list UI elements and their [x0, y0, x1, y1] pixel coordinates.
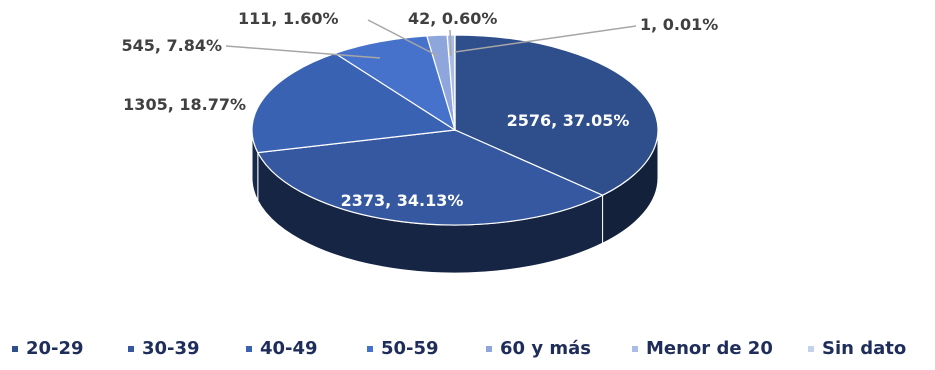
- data-label-1: 2373, 34.13%: [341, 191, 464, 210]
- legend-item-60-y-mas: 60 y más: [486, 338, 591, 359]
- data-label-2: 1305, 18.77%: [123, 95, 246, 114]
- legend-label: 50-59: [381, 338, 439, 359]
- legend-swatch-40-49: [246, 345, 252, 352]
- legend-label: 30-39: [142, 338, 200, 359]
- legend-swatch-60-y-mas: [486, 345, 492, 352]
- legend-item-30-39: 30-39: [128, 338, 200, 359]
- data-label-0: 2576, 37.05%: [507, 111, 630, 130]
- slice-1: [256, 129, 604, 226]
- legend-label: Sin dato: [822, 338, 907, 359]
- slice-0: [454, 34, 659, 196]
- data-label-5: 42, 0.60%: [408, 9, 497, 28]
- legend-swatch-50-59: [367, 345, 373, 352]
- legend-swatch-menor-de-20: [632, 345, 638, 352]
- legend-swatch-30-39: [128, 345, 134, 352]
- legend-swatch-sin-dato: [808, 345, 814, 352]
- slice-2: [251, 52, 457, 154]
- leader-line-4: [367, 19, 439, 57]
- legend-swatch-20-29: [12, 345, 18, 352]
- legend-label: 20-29: [26, 338, 84, 359]
- legend-label: Menor de 20: [646, 338, 773, 359]
- legend-item-menor-de-20: Menor de 20: [632, 338, 773, 359]
- legend-label: 40-49: [260, 338, 318, 359]
- legend-item-20-29: 20-29: [12, 338, 84, 359]
- pie-top: [251, 34, 659, 226]
- slice-3: [333, 35, 457, 132]
- data-labels: 2576, 37.05% 2373, 34.13% 1305, 18.77% 545,…: [121, 9, 718, 210]
- legend-item-40-49: 40-49: [246, 338, 318, 359]
- data-label-4: 111, 1.60%: [238, 9, 339, 28]
- leader-line-5: [449, 29, 452, 57]
- data-label-3: 545, 7.84%: [121, 36, 222, 55]
- leader-line-6: [454, 25, 637, 53]
- legend-item-sin-dato: Sin dato: [808, 338, 906, 359]
- legend-label: 60 y más: [500, 338, 591, 359]
- leader-line-3: [225, 45, 381, 59]
- data-label-6: 1, 0.01%: [640, 15, 718, 34]
- legend-item-50-59: 50-59: [367, 338, 439, 359]
- legend: 20-29 30-39 40-49 50-59 60 y más Menor d…: [0, 338, 935, 368]
